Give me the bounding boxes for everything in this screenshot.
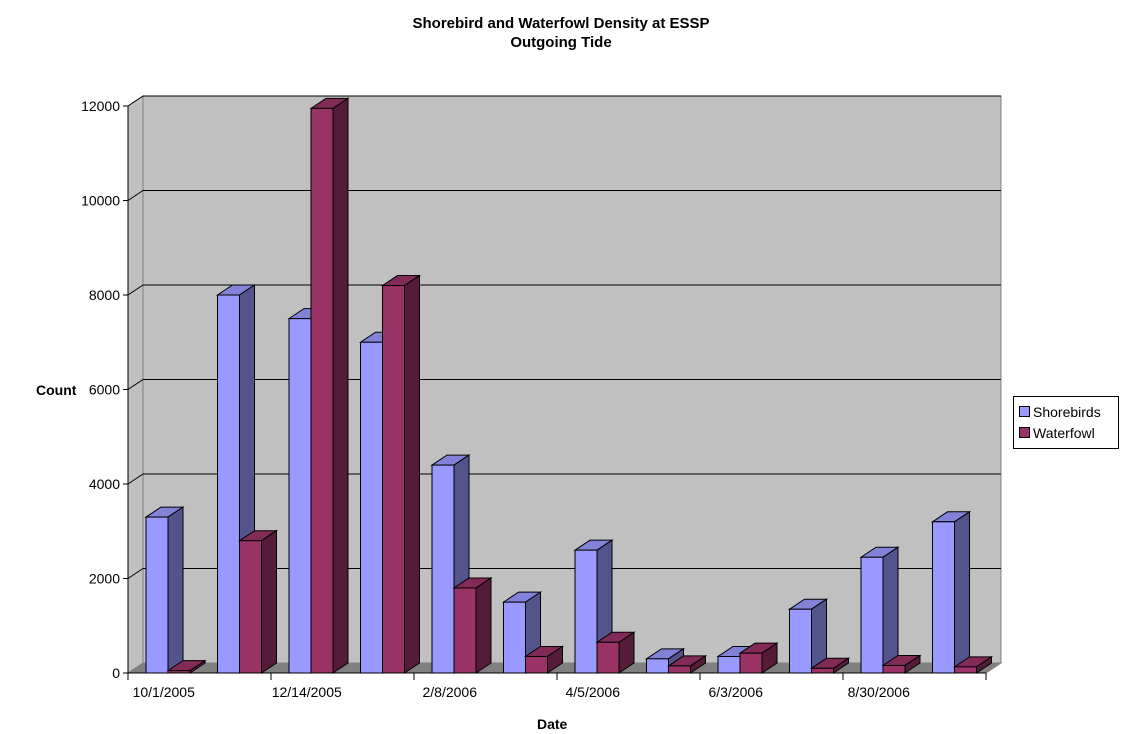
waterfowl-bar: [453, 587, 477, 674]
shorebirds-bar: [503, 601, 526, 674]
waterfowl-bar: [167, 670, 191, 674]
y-tick-label: 4000: [89, 476, 120, 492]
legend-label-waterfowl: Waterfowl: [1033, 424, 1095, 441]
y-tick-label: 6000: [89, 382, 120, 398]
legend-item-waterfowl: Waterfowl: [1019, 422, 1118, 443]
legend-swatch-shorebirds: [1019, 406, 1030, 417]
waterfowl-bar: [382, 285, 405, 674]
gridline-side: [127, 568, 144, 579]
gridline-side: [127, 473, 144, 485]
legend-label-shorebirds: Shorebirds: [1033, 403, 1101, 420]
gridline-side: [127, 284, 144, 296]
shorebirds-bar-side: [882, 546, 899, 674]
shorebirds-bar-side: [954, 510, 970, 674]
waterfowl-bar: [525, 655, 548, 674]
shorebirds-bar: [574, 549, 598, 674]
gridline-side: [127, 379, 144, 390]
waterfowl-bar: [596, 641, 620, 674]
x-tick-label: 10/1/2005: [133, 684, 195, 700]
gridline-side: [127, 190, 144, 201]
chart-title: Shorebird and Waterfowl Density at ESSP …: [0, 14, 1122, 52]
y-axis-label: Count: [36, 382, 77, 398]
shorebirds-bar: [288, 318, 312, 674]
shorebirds-bar: [360, 341, 383, 674]
chart-subtitle-line: Outgoing Tide: [510, 34, 612, 51]
chart-title-line: Shorebird and Waterfowl Density at ESSP: [412, 15, 710, 32]
legend-swatch-waterfowl: [1019, 427, 1030, 438]
gridline-side: [127, 95, 144, 107]
shorebirds-bar: [145, 516, 169, 674]
shorebirds-bar: [646, 658, 669, 674]
waterfowl-bar: [668, 665, 691, 674]
y-tick-label: 8000: [89, 287, 120, 303]
shorebirds-bar: [217, 294, 240, 674]
x-tick-label: 6/3/2006: [709, 684, 764, 700]
waterfowl-bar: [811, 667, 834, 674]
waterfowl-bar-side: [475, 577, 492, 674]
waterfowl-bar-side: [404, 274, 420, 674]
x-tick-label: 12/14/2005: [272, 684, 342, 700]
x-tick-label: 8/30/2006: [848, 684, 910, 700]
shorebirds-bar-side: [167, 506, 184, 674]
shorebirds-bar: [932, 521, 955, 674]
y-tick-label: 0: [112, 665, 120, 681]
waterfowl-bar: [954, 666, 977, 674]
x-tick-label: 2/8/2006: [423, 684, 478, 700]
y-tick-label: 2000: [89, 571, 120, 587]
waterfowl-bar: [882, 664, 906, 674]
y-tick-label: 12000: [81, 98, 120, 114]
x-axis-label: Date: [537, 716, 568, 732]
shorebirds-bar: [717, 655, 741, 674]
waterfowl-bar: [739, 652, 763, 674]
legend-item-shorebirds: Shorebirds: [1019, 401, 1118, 422]
shorebirds-bar: [431, 464, 455, 674]
x-tick-label: 4/5/2006: [566, 684, 621, 700]
waterfowl-bar-side: [332, 97, 349, 674]
shorebirds-bar: [789, 608, 812, 674]
waterfowl-bar: [239, 540, 262, 674]
legend: Shorebirds Waterfowl: [1013, 396, 1119, 449]
shorebirds-bar: [860, 556, 884, 674]
waterfowl-bar-side: [261, 529, 277, 674]
waterfowl-bar: [310, 107, 334, 674]
y-tick-label: 10000: [81, 193, 120, 209]
